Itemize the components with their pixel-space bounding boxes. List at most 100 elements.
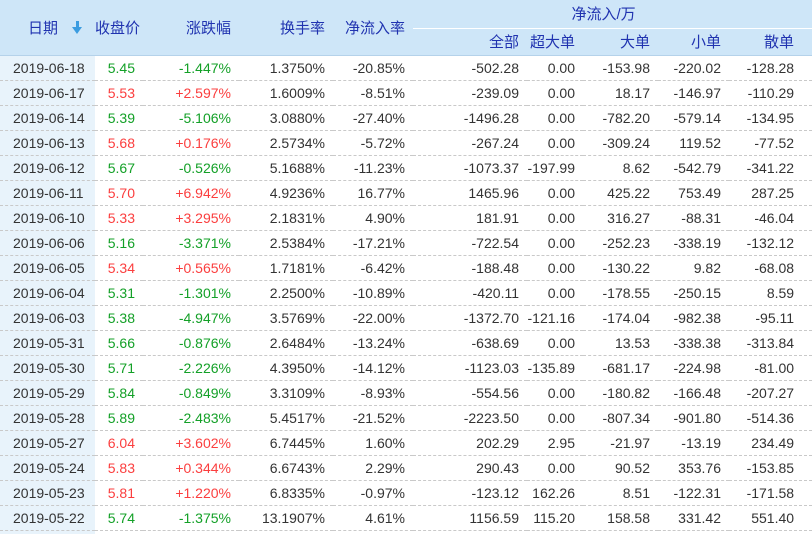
net-inflow-rate-cell: -0.97% <box>333 480 413 506</box>
inflow-all-cell: 181.91 <box>413 205 527 231</box>
turnover-rate-cell: 3.3109% <box>239 380 333 406</box>
table-row: 2019-06-18 5.45 -1.447% 1.3750% -20.85% -502.… <box>0 55 812 81</box>
inflow-large-cell: -21.97 <box>583 430 658 456</box>
column-header-inflow-large: 大单 <box>583 28 658 56</box>
inflow-scatter-cell: 234.49 <box>729 430 812 456</box>
close-price-cell: 5.70 <box>95 180 143 206</box>
inflow-scatter-cell: -81.00 <box>729 355 812 381</box>
turnover-rate-cell <box>239 530 333 534</box>
table-row: 2019-05-23 5.81 +1.220% 6.8335% -0.97% -123.1… <box>0 480 812 506</box>
change-percent-cell: +0.344% <box>143 455 239 481</box>
date-cell: 2019-06-05 <box>0 255 95 281</box>
turnover-rate-cell: 3.0880% <box>239 105 333 131</box>
turnover-rate-cell: 2.5734% <box>239 130 333 156</box>
inflow-super-large-cell: 0.00 <box>527 80 583 106</box>
change-percent-cell: -3.371% <box>143 230 239 256</box>
sort-descending-icon[interactable] <box>72 20 83 34</box>
net-inflow-rate-cell: -11.23% <box>333 155 413 181</box>
turnover-rate-cell: 4.3950% <box>239 355 333 381</box>
inflow-large-cell: -180.82 <box>583 380 658 406</box>
inflow-large-cell: -681.17 <box>583 355 658 381</box>
date-cell: 2019-06-04 <box>0 280 95 306</box>
table-row: 2019-05-27 6.04 +3.602% 6.7445% 1.60% 202.29 2… <box>0 430 812 456</box>
inflow-super-large-cell: 0.00 <box>527 405 583 431</box>
change-percent-cell: -0.876% <box>143 330 239 356</box>
inflow-small-cell: -579.14 <box>658 105 729 131</box>
close-price-cell: 5.45 <box>95 55 143 81</box>
inflow-small-cell: -166.48 <box>658 380 729 406</box>
inflow-all-cell: -188.48 <box>413 255 527 281</box>
turnover-rate-cell: 4.9236% <box>239 180 333 206</box>
net-inflow-rate-cell: 4.90% <box>333 205 413 231</box>
change-percent-cell: -1.301% <box>143 280 239 306</box>
close-price-cell: 5.31 <box>95 280 143 306</box>
close-price-cell: 5.74 <box>95 505 143 531</box>
change-percent-cell: -5.106% <box>143 105 239 131</box>
inflow-large-cell: -174.04 <box>583 305 658 331</box>
date-cell: 2019-06-11 <box>0 180 95 206</box>
inflow-all-cell: 202.29 <box>413 430 527 456</box>
turnover-rate-cell: 1.7181% <box>239 255 333 281</box>
column-header-inflow-super-large: 超大单 <box>527 28 583 56</box>
date-header-label: 日期 <box>28 19 59 37</box>
inflow-small-cell: -13.19 <box>658 430 729 456</box>
inflow-all-cell: -502.28 <box>413 55 527 81</box>
inflow-super-large-cell: 2.95 <box>527 430 583 456</box>
inflow-large-cell: -130.22 <box>583 255 658 281</box>
inflow-super-large-cell: -135.89 <box>527 355 583 381</box>
inflow-large-cell: 8.51 <box>583 480 658 506</box>
inflow-large-cell: -153.98 <box>583 55 658 81</box>
date-cell: 2019-05-29 <box>0 380 95 406</box>
turnover-rate-cell: 5.4517% <box>239 405 333 431</box>
inflow-all-cell: -123.12 <box>413 480 527 506</box>
close-price-cell: 5.53 <box>95 80 143 106</box>
inflow-small-cell: -122.31 <box>658 480 729 506</box>
table-header: 日期 收盘价 涨跌幅 换手率 净流入率 净流入/万 全部 超大单 大单 小单 散… <box>0 0 812 56</box>
inflow-scatter-cell: -134.95 <box>729 105 812 131</box>
inflow-large-cell: -252.23 <box>583 230 658 256</box>
net-inflow-rate-cell: -10.89% <box>333 280 413 306</box>
inflow-all-cell: -420.11 <box>413 280 527 306</box>
inflow-scatter-cell: -514.36 <box>729 405 812 431</box>
date-cell: 2019-06-12 <box>0 155 95 181</box>
inflow-small-cell: -88.31 <box>658 205 729 231</box>
column-header-inflow-all: 全部 <box>413 28 527 56</box>
inflow-scatter-cell: -153.85 <box>729 455 812 481</box>
change-percent-cell: -0.849% <box>143 380 239 406</box>
inflow-all-cell: -239.09 <box>413 80 527 106</box>
partial-next-row <box>0 530 812 534</box>
inflow-scatter-cell: -46.04 <box>729 205 812 231</box>
table-row: 2019-06-06 5.16 -3.371% 2.5384% -17.21% -722.… <box>0 230 812 256</box>
change-percent-cell: +0.176% <box>143 130 239 156</box>
table-row: 2019-06-14 5.39 -5.106% 3.0880% -27.40% -1496… <box>0 105 812 131</box>
inflow-all-cell: -638.69 <box>413 330 527 356</box>
date-cell: 2019-05-27 <box>0 430 95 456</box>
net-inflow-rate-cell: -20.85% <box>333 55 413 81</box>
turnover-rate-cell: 6.7445% <box>239 430 333 456</box>
turnover-rate-cell: 2.5384% <box>239 230 333 256</box>
column-group-header-net-inflow: 净流入/万 <box>413 0 812 29</box>
table-row: 2019-06-10 5.33 +3.295% 2.1831% 4.90% 181.91 0… <box>0 205 812 231</box>
inflow-super-large-cell: 0.00 <box>527 380 583 406</box>
date-cell <box>0 530 95 534</box>
inflow-scatter-cell: -132.12 <box>729 230 812 256</box>
inflow-all-cell <box>413 530 527 534</box>
stock-fund-flow-table: 日期 收盘价 涨跌幅 换手率 净流入率 净流入/万 全部 超大单 大单 小单 散… <box>0 0 812 534</box>
close-price-cell: 5.68 <box>95 130 143 156</box>
column-header-date[interactable]: 日期 <box>0 0 95 56</box>
inflow-small-cell: 331.42 <box>658 505 729 531</box>
inflow-large-cell: -807.34 <box>583 405 658 431</box>
date-cell: 2019-05-30 <box>0 355 95 381</box>
close-price-cell: 5.33 <box>95 205 143 231</box>
inflow-scatter-cell <box>729 530 812 534</box>
inflow-all-cell: -1372.70 <box>413 305 527 331</box>
inflow-scatter-cell: -110.29 <box>729 80 812 106</box>
change-percent-cell <box>143 530 239 534</box>
inflow-super-large-cell: 115.20 <box>527 505 583 531</box>
change-percent-cell: +3.295% <box>143 205 239 231</box>
table-row: 2019-05-28 5.89 -2.483% 5.4517% -21.52% -2223… <box>0 405 812 431</box>
close-price-cell: 5.67 <box>95 155 143 181</box>
inflow-large-cell <box>583 530 658 534</box>
inflow-scatter-cell: 551.40 <box>729 505 812 531</box>
inflow-super-large-cell: 0.00 <box>527 180 583 206</box>
